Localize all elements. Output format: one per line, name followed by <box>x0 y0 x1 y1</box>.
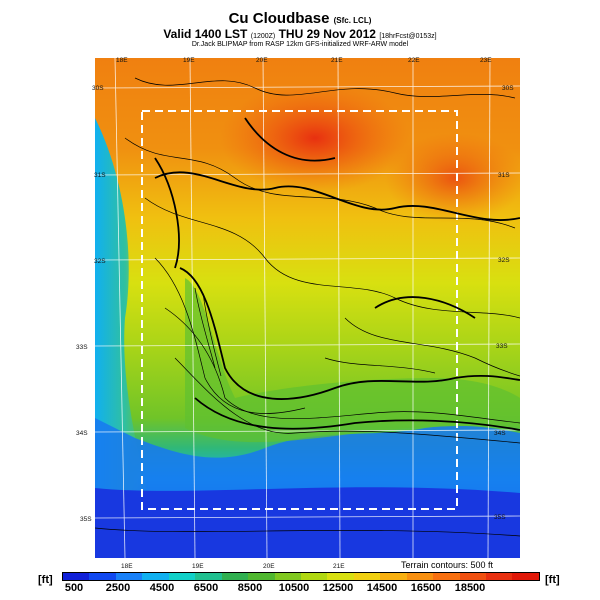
colorbar-swatch <box>353 573 381 580</box>
colorbar-label: 16500 <box>410 582 442 594</box>
lon-label-top: 22E <box>408 57 420 64</box>
colorbar-swatch <box>221 573 249 580</box>
colorbar-swatch <box>248 573 275 580</box>
lat-label-right: 32S <box>498 257 510 264</box>
lat-label-right: 31S <box>498 172 510 179</box>
lon-label-top: 20E <box>256 57 268 64</box>
colorbar-label: 18500 <box>454 582 486 594</box>
lat-label-left: 31S <box>94 172 106 179</box>
colorbar-label: 8500 <box>237 582 263 594</box>
colorbar-label: 14500 <box>366 582 398 594</box>
colorbar-label: 500 <box>64 582 84 594</box>
lon-label-bottom: 19E <box>192 563 204 570</box>
valid-time-line: Valid 1400 LST (1200Z) THU 29 Nov 2012 [… <box>163 27 437 41</box>
colorbar-unit-right: [ft] <box>545 574 560 586</box>
colorbar-swatch <box>327 573 354 580</box>
lat-label-left: 32S <box>94 258 106 265</box>
thin-contours <box>95 77 520 537</box>
lon-label-top: 18E <box>116 57 128 64</box>
colorbar-swatch <box>142 573 169 580</box>
colorbar-label: 4500 <box>149 582 175 594</box>
colorbar-label: 10500 <box>278 582 310 594</box>
lat-label-left: 34S <box>76 430 88 437</box>
colorbar-swatch <box>433 573 460 580</box>
colorbar-label: 6500 <box>193 582 219 594</box>
colorbar-swatch <box>195 573 222 580</box>
lat-label-left: 33S <box>76 344 88 351</box>
north-high-region-2 <box>385 133 520 223</box>
lon-label-bottom: 20E <box>263 563 275 570</box>
lon-label-top: 23E <box>480 57 492 64</box>
colorbar-swatch <box>380 573 407 580</box>
map-title: Cu Cloudbase (Sfc. LCL) <box>228 10 372 27</box>
colorbar-swatch <box>486 573 513 580</box>
colorbar-unit-left: [ft] <box>38 574 53 586</box>
colorbar-swatch <box>274 573 301 580</box>
colorbar-swatch <box>63 573 90 580</box>
cloudbase-map[interactable] <box>95 58 520 558</box>
inner-domain-box <box>141 110 458 510</box>
colorbar-swatch <box>459 573 486 580</box>
mountain-band <box>185 278 520 443</box>
lon-label-top: 21E <box>331 57 343 64</box>
lat-label-left: 35S <box>80 516 92 523</box>
deep-ocean <box>95 487 520 558</box>
colorbar-swatch <box>115 573 143 580</box>
lat-label-left: 30S <box>92 85 104 92</box>
north-high-region <box>220 83 410 193</box>
colorbar-label: 12500 <box>322 582 354 594</box>
lon-label-top: 19E <box>183 57 195 64</box>
terrain-contour-note: Terrain contours: 500 ft <box>401 560 494 570</box>
lat-label-right: 30S <box>502 85 514 92</box>
lat-label-right: 34S <box>494 430 506 437</box>
colorbar <box>62 572 540 581</box>
colorbar-swatch <box>300 573 328 580</box>
colorbar-swatch <box>406 573 434 580</box>
lat-label-right: 33S <box>496 343 508 350</box>
colorbar-swatch <box>168 573 196 580</box>
colorbar-swatch <box>89 573 116 580</box>
lon-label-bottom: 18E <box>121 563 133 570</box>
source-line: Dr.Jack BLIPMAP from RASP 12km GFS-initi… <box>191 41 409 48</box>
thick-contours <box>154 117 520 431</box>
lon-label-bottom: 21E <box>333 563 345 570</box>
colorbar-swatch <box>512 573 539 580</box>
lat-label-right: 35S <box>494 514 506 521</box>
graticule <box>95 58 520 558</box>
colorbar-label: 2500 <box>105 582 131 594</box>
